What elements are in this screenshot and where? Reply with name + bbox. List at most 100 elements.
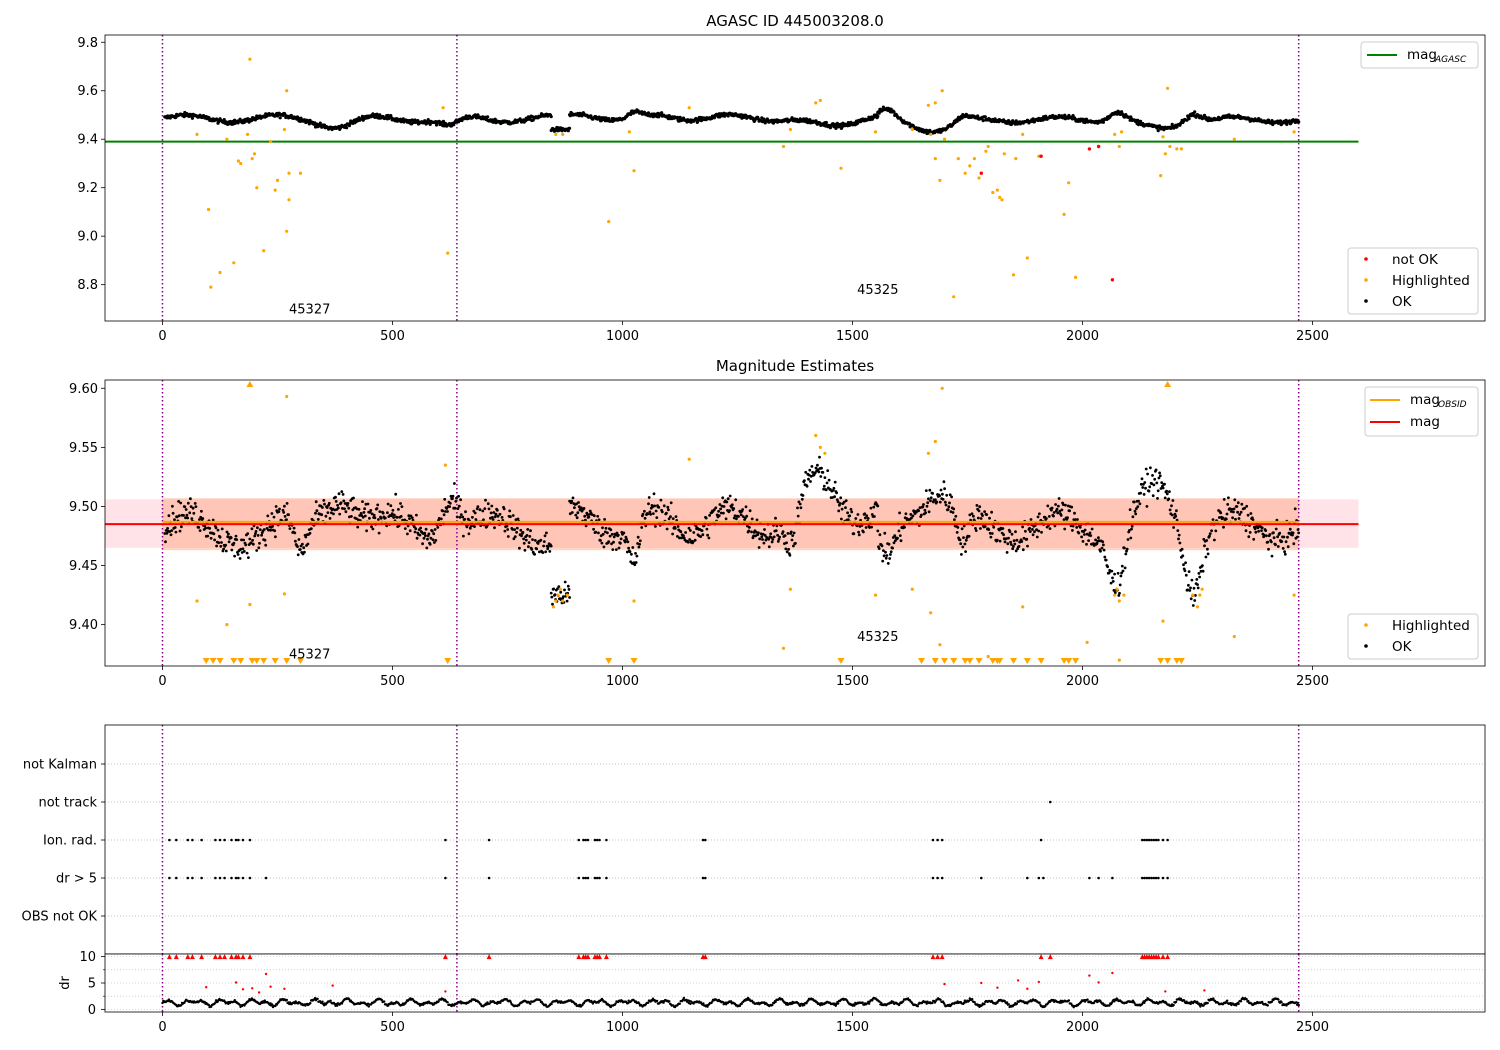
ok-point [437,517,441,520]
ok-point [869,506,873,510]
ok-point [494,512,498,516]
ok-point [974,527,977,530]
ok-point [206,534,210,538]
ok-point [1017,545,1021,548]
ok-point [983,510,986,513]
ok-point [408,529,412,533]
ok-point [762,541,766,545]
ok-point [282,511,286,514]
ok-point [262,528,266,531]
ok-point [542,544,545,548]
ok-point [190,517,194,520]
ok-point [972,514,975,518]
ok-point [1198,575,1201,579]
ok-point [376,503,380,507]
ok-point [495,508,499,512]
ok-point [967,534,971,538]
ok-point [1151,474,1154,477]
ok-point [950,495,953,499]
x-tick-label: 2000 [1066,329,1099,344]
ok-point [630,552,633,556]
ok-point [423,531,427,535]
clipped-low-marker [271,658,279,664]
ok-point [465,525,469,529]
ok-point [546,547,550,551]
ok-point [535,547,539,551]
ok-point [877,547,881,550]
highlighted-point [991,190,995,195]
ok-point [844,499,848,502]
dr-point [270,1003,274,1006]
ok-point [171,511,175,515]
dr-point [383,1000,386,1003]
legend-box [1347,247,1479,315]
highlighted-point [554,132,558,136]
ok-point [1153,477,1157,481]
ok-point [386,502,390,506]
ok-point [1265,534,1268,538]
ok-point [659,498,663,502]
flag-point [701,876,705,880]
ok-point [707,536,711,540]
ok-point [1177,537,1180,541]
ok-point [260,533,263,537]
ok-point [1008,530,1012,534]
ok-point [520,534,523,538]
ok-point [608,534,612,538]
ok-point [389,504,393,508]
dr-point [597,1001,600,1004]
ok-point [1120,564,1124,568]
highlighted-point [218,270,222,275]
highlighted-point [986,654,990,659]
ok-point [976,516,980,520]
ok-point [1097,539,1101,543]
ok-point [887,542,891,546]
ok-point [406,532,409,536]
ok-point [586,513,589,517]
ok-point [1243,506,1246,510]
ok-point [201,517,205,520]
ok-point [360,114,365,118]
dr-point [1174,1000,1178,1004]
ok-point [508,509,512,513]
ok-point [270,512,274,515]
ok-point [424,527,428,531]
ok-point [850,510,854,514]
ok-point [671,532,674,536]
ok-point [1035,528,1038,532]
ok-point [350,515,353,518]
ok-point [551,602,554,606]
ok-point [1217,516,1221,519]
ok-point [200,509,203,513]
ok-point [814,466,818,470]
ok-point [1113,591,1117,595]
ok-point [1291,531,1295,535]
ok-point [242,538,246,542]
clipped-low-marker [1072,658,1080,664]
ok-point [776,540,780,543]
ok-point [408,517,411,520]
ok-point [568,126,572,130]
flag-point [593,876,597,880]
ok-point [1219,511,1223,515]
ok-point [1228,507,1232,510]
highlighted-point [823,451,827,455]
highlighted-point [262,249,266,253]
ok-point [1235,505,1239,508]
ok-point [525,534,529,537]
ok-point [559,590,563,594]
highlighted-point [225,137,229,141]
ok-point [789,530,793,534]
ok-point [1102,543,1105,547]
ok-point [660,510,664,514]
ok-point [527,545,530,549]
ok-point [222,547,226,551]
dr-point [892,1000,895,1004]
ok-point [876,114,880,118]
dr-point [746,998,749,1001]
highlighted-point [443,463,447,467]
ok-point [538,550,541,554]
ok-point [1037,529,1041,533]
ok-point [192,511,196,515]
